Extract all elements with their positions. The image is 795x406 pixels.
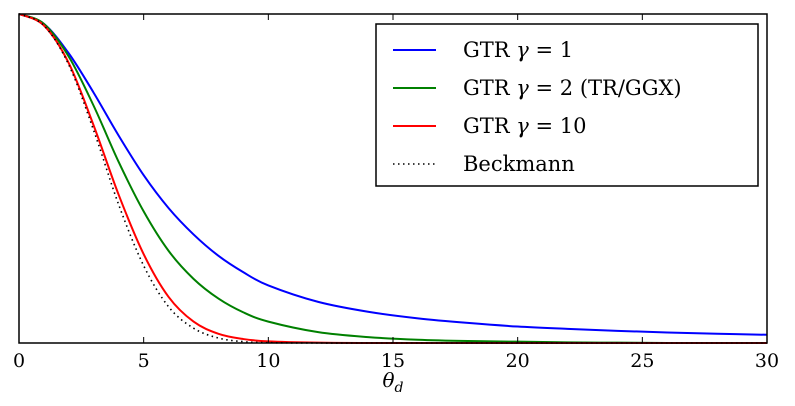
series-line-0 bbox=[18, 13, 768, 336]
x-tick-label: 5 bbox=[138, 350, 150, 372]
x-axis: 0 5 10 15 20 25 30 bbox=[13, 14, 779, 372]
legend: GTR γ = 1 GTR γ = 2 (TR/GGX) GTR γ = 10 Bec… bbox=[375, 23, 759, 187]
x-tick-label: 15 bbox=[381, 350, 405, 372]
legend-label-3: Beckmann bbox=[463, 152, 575, 176]
legend-label-2: GTR γ = 10 bbox=[463, 114, 587, 138]
x-tick-label: 0 bbox=[13, 350, 25, 372]
x-tick-label: 20 bbox=[506, 350, 530, 372]
legend-box bbox=[375, 23, 759, 187]
x-tick-label: 25 bbox=[630, 350, 654, 372]
x-axis-label: θd bbox=[382, 368, 403, 396]
legend-label-0: GTR γ = 1 bbox=[463, 38, 573, 62]
legend-label-1: GTR γ = 2 (TR/GGX) bbox=[463, 76, 682, 100]
x-axis-label-subscript: d bbox=[395, 380, 404, 396]
x-tick-label: 30 bbox=[755, 350, 779, 372]
x-tick-label: 10 bbox=[256, 350, 280, 372]
x-axis-label-main: θ bbox=[382, 368, 394, 392]
